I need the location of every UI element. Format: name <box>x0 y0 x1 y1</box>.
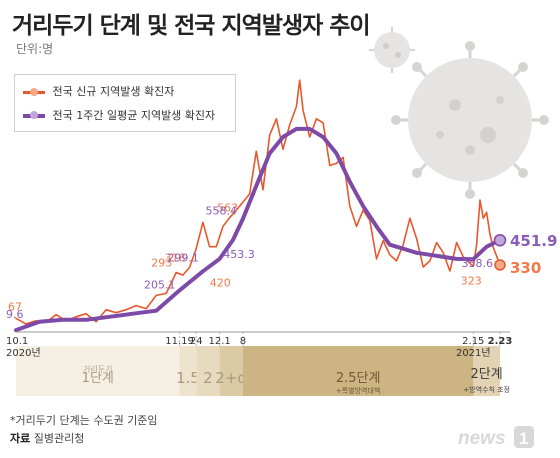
series-lines <box>14 79 507 333</box>
news1-logo: news 1 <box>458 426 534 449</box>
legend: 전국 신규 지역발생 확진자 전국 1주간 일평균 지역발생 확진자 <box>14 74 236 132</box>
stage-band-s15 <box>179 346 197 396</box>
source-name: 질병관리청 <box>33 432 85 445</box>
tick-label-t2: 11.19 <box>165 336 194 347</box>
stage-band-s2a <box>219 346 243 396</box>
svg-text:1: 1 <box>519 429 528 448</box>
svg-text:news: news <box>458 428 506 449</box>
value-label-10: 358.6 <box>462 257 494 270</box>
stage-band-s2 <box>196 346 220 396</box>
weekly-end-point <box>493 233 507 247</box>
value-label-1: 9.6 <box>6 308 24 321</box>
stage-label-s2b: 2단계 <box>471 367 503 382</box>
stage-sub-s25: +특별방역대책 <box>336 386 381 395</box>
legend-item-daily: 전국 신규 지역발생 확진자 <box>23 83 174 99</box>
legend-daily-label: 전국 신규 지역발생 확진자 <box>52 85 175 98</box>
value-label-12: 451.9 <box>510 232 557 250</box>
virus-illustration-large-icon <box>391 41 549 199</box>
value-label-13: 330 <box>510 259 541 277</box>
stage-label-s15: 1.5 <box>176 369 200 387</box>
tick-label-t3: 24 <box>190 336 203 347</box>
stage-band-s1 <box>16 346 180 396</box>
stage-label-s2: 2 <box>203 369 213 387</box>
legend-weekly-label: 전국 1주간 일평균 지역발생 확진자 <box>52 109 216 122</box>
chart-title: 거리두기 단계 및 전국 지역발생자 추이 <box>12 13 371 39</box>
weekly-series-line <box>14 126 502 333</box>
source-label: 자료 <box>10 432 31 445</box>
value-label-5: 299.1 <box>167 251 199 264</box>
stage-band-s25 <box>242 346 474 396</box>
virus-illustration-small-icon <box>369 27 415 73</box>
stage-label-s25: 2.5단계 <box>336 371 381 386</box>
value-label-4: 318 <box>165 251 186 264</box>
value-label-7: 420 <box>210 277 231 290</box>
tick-sub-t6: 2021년 <box>456 347 491 359</box>
tick-label-t7: 2.23 <box>488 336 513 347</box>
value-label-9: 558.4 <box>205 205 237 218</box>
value-label-6: 453.3 <box>223 248 255 261</box>
unit-label: 단위:명 <box>16 42 54 56</box>
tick-label-t5: 8 <box>240 336 246 347</box>
value-label-8: 563 <box>217 202 238 215</box>
tick-label-t4: 12.1 <box>208 336 230 347</box>
stage-top-s1: 거리두기 <box>83 365 112 374</box>
tick-label-t1: 10.1 <box>6 336 28 347</box>
value-label-11: 323 <box>461 274 482 287</box>
stage-label-s1: 1단계 <box>82 371 114 386</box>
daily-series-line <box>15 79 501 325</box>
daily-end-point <box>494 259 506 271</box>
stage-sub-s2b: +방역수칙 조정 <box>463 385 510 394</box>
stage-band-s2b <box>473 346 500 396</box>
legend-item-weekly: 전국 1주간 일평균 지역발생 확진자 <box>23 107 215 123</box>
legend-daily-swatch <box>23 87 45 96</box>
footnote: *거리두기 단계는 수도권 기준임 <box>10 414 158 427</box>
legend-weekly-swatch <box>23 111 45 119</box>
value-label-0: 67 <box>8 300 22 313</box>
value-label-3: 205.1 <box>144 278 176 291</box>
stage-label-s2a: 2+α <box>215 369 247 387</box>
tick-sub-t1: 2020년 <box>6 347 41 359</box>
value-label-2: 293 <box>151 256 172 269</box>
tick-label-t6: 2.15 <box>462 336 484 347</box>
source: 자료 질병관리청 <box>10 430 84 446</box>
